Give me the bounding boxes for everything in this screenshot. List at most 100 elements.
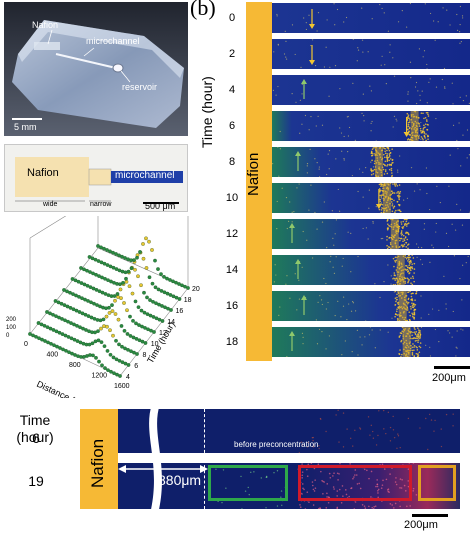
panel-b-axis-label: Time (hour) [199, 76, 215, 148]
schematic-label-narrow: narrow [90, 201, 112, 208]
strip-art [272, 39, 470, 69]
trace-point [154, 316, 159, 321]
trace-point [141, 242, 145, 246]
trace-point [63, 318, 67, 323]
trace-point [102, 344, 107, 349]
panel-c-strip-6h [118, 409, 460, 453]
trace-point [96, 259, 101, 263]
trace-point [156, 267, 160, 271]
trace-point [40, 337, 44, 342]
trace-point [148, 313, 153, 318]
trace-point [61, 347, 65, 352]
trace-point [54, 329, 59, 334]
trace-point [57, 330, 62, 335]
panel-c-nafion-label: Nafion [88, 438, 107, 488]
trace-point [57, 315, 61, 320]
trace-point [80, 311, 85, 316]
trace-point [65, 289, 69, 294]
trace-point [121, 281, 125, 285]
photo-scale-label: 5 mm [14, 122, 37, 132]
time-tick-16: 16 [225, 300, 239, 312]
trace-point [132, 258, 136, 262]
trace-point [97, 289, 102, 294]
trace-point [86, 314, 91, 318]
panel-c-annotation: before preconcentration [234, 440, 319, 449]
trace-point [54, 314, 58, 319]
trace-point [134, 337, 139, 341]
trace-point [94, 288, 99, 292]
trace-point [94, 272, 98, 277]
trace-point [110, 309, 115, 313]
trace-point [76, 354, 80, 358]
trace-point [135, 255, 139, 260]
trace-point [146, 327, 150, 332]
trace-point [80, 296, 84, 301]
fluorescence-strip-2h [272, 39, 470, 69]
trace-point [37, 336, 41, 341]
trace-point [144, 266, 149, 270]
z-tick-label: 0 [6, 333, 10, 339]
trace-point [42, 323, 47, 328]
trace-point [74, 293, 78, 298]
y-tick-label: 8 [143, 352, 147, 359]
trace-point [36, 321, 41, 325]
trace-point [81, 326, 85, 331]
trace-point [102, 324, 106, 328]
trace-point [147, 239, 151, 244]
trace-point [86, 299, 90, 303]
time-tick-10: 10 [225, 192, 239, 204]
trace-point [89, 300, 93, 305]
y-tick-label: 18 [184, 297, 192, 304]
trace-point [48, 311, 52, 316]
strip-art [272, 291, 470, 321]
trace-point [136, 305, 141, 310]
trace-point [112, 371, 116, 376]
trace-point [82, 267, 86, 272]
trace-point [114, 338, 118, 343]
trace-point [43, 339, 47, 343]
trace-point [153, 285, 158, 290]
trace-point [183, 284, 187, 289]
trace-point [168, 293, 173, 297]
time-tick-14: 14 [225, 264, 239, 276]
fluorescence-strip-6h [272, 111, 470, 141]
trace-point [125, 308, 129, 313]
trace-point [63, 333, 68, 338]
trace-point [106, 368, 110, 372]
trace-point [90, 256, 95, 261]
trace-point [102, 261, 107, 266]
trace-point [95, 318, 100, 322]
schematic-label-nafion: Nafion [27, 167, 59, 179]
panel-c-time-word: Time (hour) [16, 412, 54, 445]
panel-b-nafion-bar [246, 2, 272, 361]
trace-point [64, 348, 68, 353]
trace-point [83, 297, 87, 302]
fluorescence-strip-8h [272, 147, 470, 177]
trace-point [108, 352, 113, 357]
trace-point [91, 286, 96, 291]
trace-point [106, 278, 110, 282]
trace-point [74, 308, 79, 313]
distance-label: 880μm [158, 472, 202, 488]
trace-point [156, 287, 161, 292]
trace-point [70, 351, 74, 356]
trace-point [75, 339, 80, 343]
trace-point [73, 278, 78, 283]
trace-point [120, 344, 124, 349]
panel-b-label: (b) [190, 0, 216, 20]
trace-point [148, 298, 152, 302]
schematic-label-wide: wide [43, 201, 58, 208]
trace-point [140, 339, 145, 344]
trace-point [65, 304, 70, 309]
time-tick-4: 4 [228, 84, 236, 96]
strip-art [272, 219, 470, 249]
trace-point [99, 245, 103, 250]
trace-point [96, 329, 100, 334]
trace-point [62, 288, 66, 292]
trace-point [87, 255, 92, 259]
trace-point [66, 335, 71, 339]
trace-point [159, 289, 164, 293]
trace-point [166, 306, 170, 311]
photo-label-microchannel: microchannel [86, 36, 140, 46]
time-tick-18: 18 [225, 336, 239, 348]
